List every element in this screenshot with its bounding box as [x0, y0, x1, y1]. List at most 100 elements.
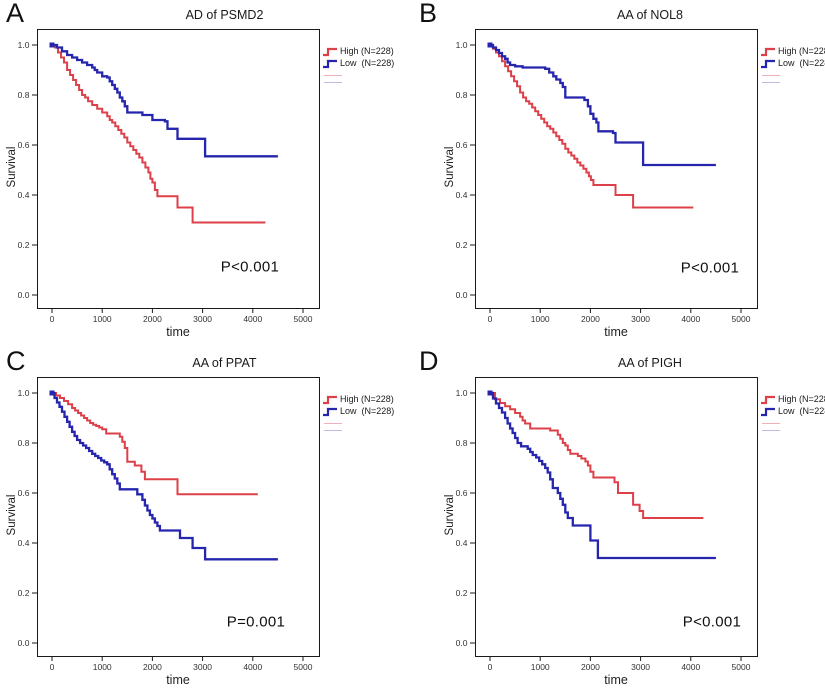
legend-item-high: High (N=228) [322, 45, 414, 57]
panel-letter: B [419, 0, 438, 28]
legend: High (N=228) Low (N=228) [322, 393, 414, 431]
y-tick-label: 0.8 [18, 90, 30, 100]
survival-curve-low [490, 391, 716, 560]
x-tick-label: 2000 [143, 314, 162, 324]
plot-frame [37, 377, 320, 657]
curve-start-marker-low [487, 390, 493, 396]
legend-item-low: Low (N=228) [322, 405, 414, 417]
y-tick-label: 0.2 [456, 240, 468, 250]
p-value-label: P=0.001 [226, 613, 286, 631]
x-tick-label: 0 [50, 314, 55, 324]
x-tick-label: 4000 [681, 314, 700, 324]
y-tick-label: 0.4 [18, 190, 30, 200]
chart-title: AD of PSMD2 [185, 8, 264, 22]
legend-step-glyph [761, 47, 775, 56]
legend-label: Low (N=228) [778, 406, 825, 416]
panel-letter: A [6, 0, 25, 28]
survival-curve-low [52, 391, 278, 561]
legend-item-low: Low (N=228) [760, 405, 825, 417]
x-axis-label: time [166, 673, 190, 687]
legend-step-line [761, 395, 775, 404]
legend-step-line [323, 395, 337, 404]
x-tick-label: 2000 [581, 314, 600, 324]
x-tick-label: 0 [488, 662, 493, 672]
legend-step-glyph [761, 395, 775, 404]
legend-item-low: Low (N=228) [322, 57, 414, 69]
y-tick-label: 0.6 [456, 140, 468, 150]
x-tick-label: 3000 [193, 662, 212, 672]
legend-item-low: Low (N=228) [760, 57, 825, 69]
panel-letter: D [419, 346, 439, 376]
curve-start-marker-low [487, 42, 493, 48]
panel-c: C AA of PPAT Survival 0 1000 2000 3000 4000 5… [0, 346, 414, 695]
legend-item-high: High (N=228) [760, 45, 825, 57]
x-tick-label: 3000 [631, 314, 650, 324]
legend: High (N=228) Low (N=228) [760, 45, 825, 83]
y-tick-label: 0.6 [18, 488, 30, 498]
plot-frame [475, 377, 758, 657]
legend-step-line [761, 407, 775, 416]
legend-label: Low (N=228) [340, 58, 395, 68]
y-tick-label: 0.0 [456, 290, 468, 300]
legend-censored-line-high [762, 423, 780, 424]
x-tick-label: 4000 [681, 662, 700, 672]
chart-title: AA of PPAT [192, 356, 257, 370]
legend-item-high: High (N=228) [760, 393, 825, 405]
chart-title: AA of NOL8 [616, 8, 683, 22]
chart-title: AA of PIGH [618, 356, 682, 370]
p-value-label: P<0.001 [680, 259, 740, 277]
legend-step-line [323, 407, 337, 416]
y-tick-label: 0.0 [456, 638, 468, 648]
legend-label: High (N=228) [340, 46, 394, 56]
x-tick-label: 0 [488, 314, 493, 324]
x-axis-label: time [604, 673, 628, 687]
x-tick-label: 5000 [732, 314, 751, 324]
y-tick-label: 0.8 [18, 438, 30, 448]
legend-step-glyph [323, 59, 337, 68]
x-tick-label: 2000 [143, 662, 162, 672]
p-value-label: P<0.001 [220, 258, 280, 276]
y-tick-label: 0.4 [456, 538, 468, 548]
y-tick-label: 0.4 [456, 190, 468, 200]
survival-curve-high [52, 44, 266, 224]
legend-censored-line-low [762, 82, 780, 83]
legend-step-line [761, 47, 775, 56]
y-tick-label: 0.6 [18, 140, 30, 150]
panel-b: B AA of NOL8 Survival 0 1000 2000 3000 4000 5… [413, 0, 825, 347]
x-tick-label: 1000 [93, 314, 112, 324]
x-tick-label: 3000 [193, 314, 212, 324]
legend-step-glyph [323, 407, 337, 416]
y-tick-label: 1.0 [456, 40, 468, 50]
y-tick-label: 0.6 [456, 488, 468, 498]
x-tick-label: 5000 [294, 662, 313, 672]
plot-frame [37, 29, 320, 309]
y-tick-label: 0.4 [18, 538, 30, 548]
km-plot: 0 1000 2000 3000 4000 5000 0.0 0.2 0.4 0.6 0.8 1.0 [456, 29, 758, 324]
x-tick-label: 1000 [531, 662, 550, 672]
x-tick-label: 5000 [732, 662, 751, 672]
curve-start-marker-low [49, 390, 55, 396]
y-tick-label: 0.0 [18, 290, 30, 300]
legend-step-glyph [323, 47, 337, 56]
legend-label: High (N=228) [778, 46, 825, 56]
legend: High (N=228) Low (N=228) [760, 393, 825, 431]
legend-censored-line-low [324, 430, 342, 431]
legend: High (N=228) Low (N=228) [322, 45, 414, 83]
y-tick-label: 1.0 [18, 40, 30, 50]
km-plot: 0 1000 2000 3000 4000 5000 0.0 0.2 0.4 0.6 0.8 1.0 [18, 29, 320, 324]
survival-curve-low [52, 43, 278, 158]
survival-curve-high [490, 44, 694, 209]
x-axis-label: time [166, 325, 190, 339]
legend-step-glyph [761, 59, 775, 68]
legend-step-line [323, 59, 337, 68]
km-plot: 0 1000 2000 3000 4000 5000 0.0 0.2 0.4 0.6 0.8 1.0 [456, 377, 758, 672]
legend-censored-line-low [762, 430, 780, 431]
y-tick-label: 0.0 [18, 638, 30, 648]
legend-step-glyph [761, 407, 775, 416]
legend-censored-line-high [324, 75, 342, 76]
x-tick-label: 2000 [581, 662, 600, 672]
curve-start-marker-low [49, 42, 55, 48]
survival-curve-high [52, 392, 258, 496]
km-plot: 0 1000 2000 3000 4000 5000 0.0 0.2 0.4 0.6 0.8 1.0 [18, 377, 320, 672]
